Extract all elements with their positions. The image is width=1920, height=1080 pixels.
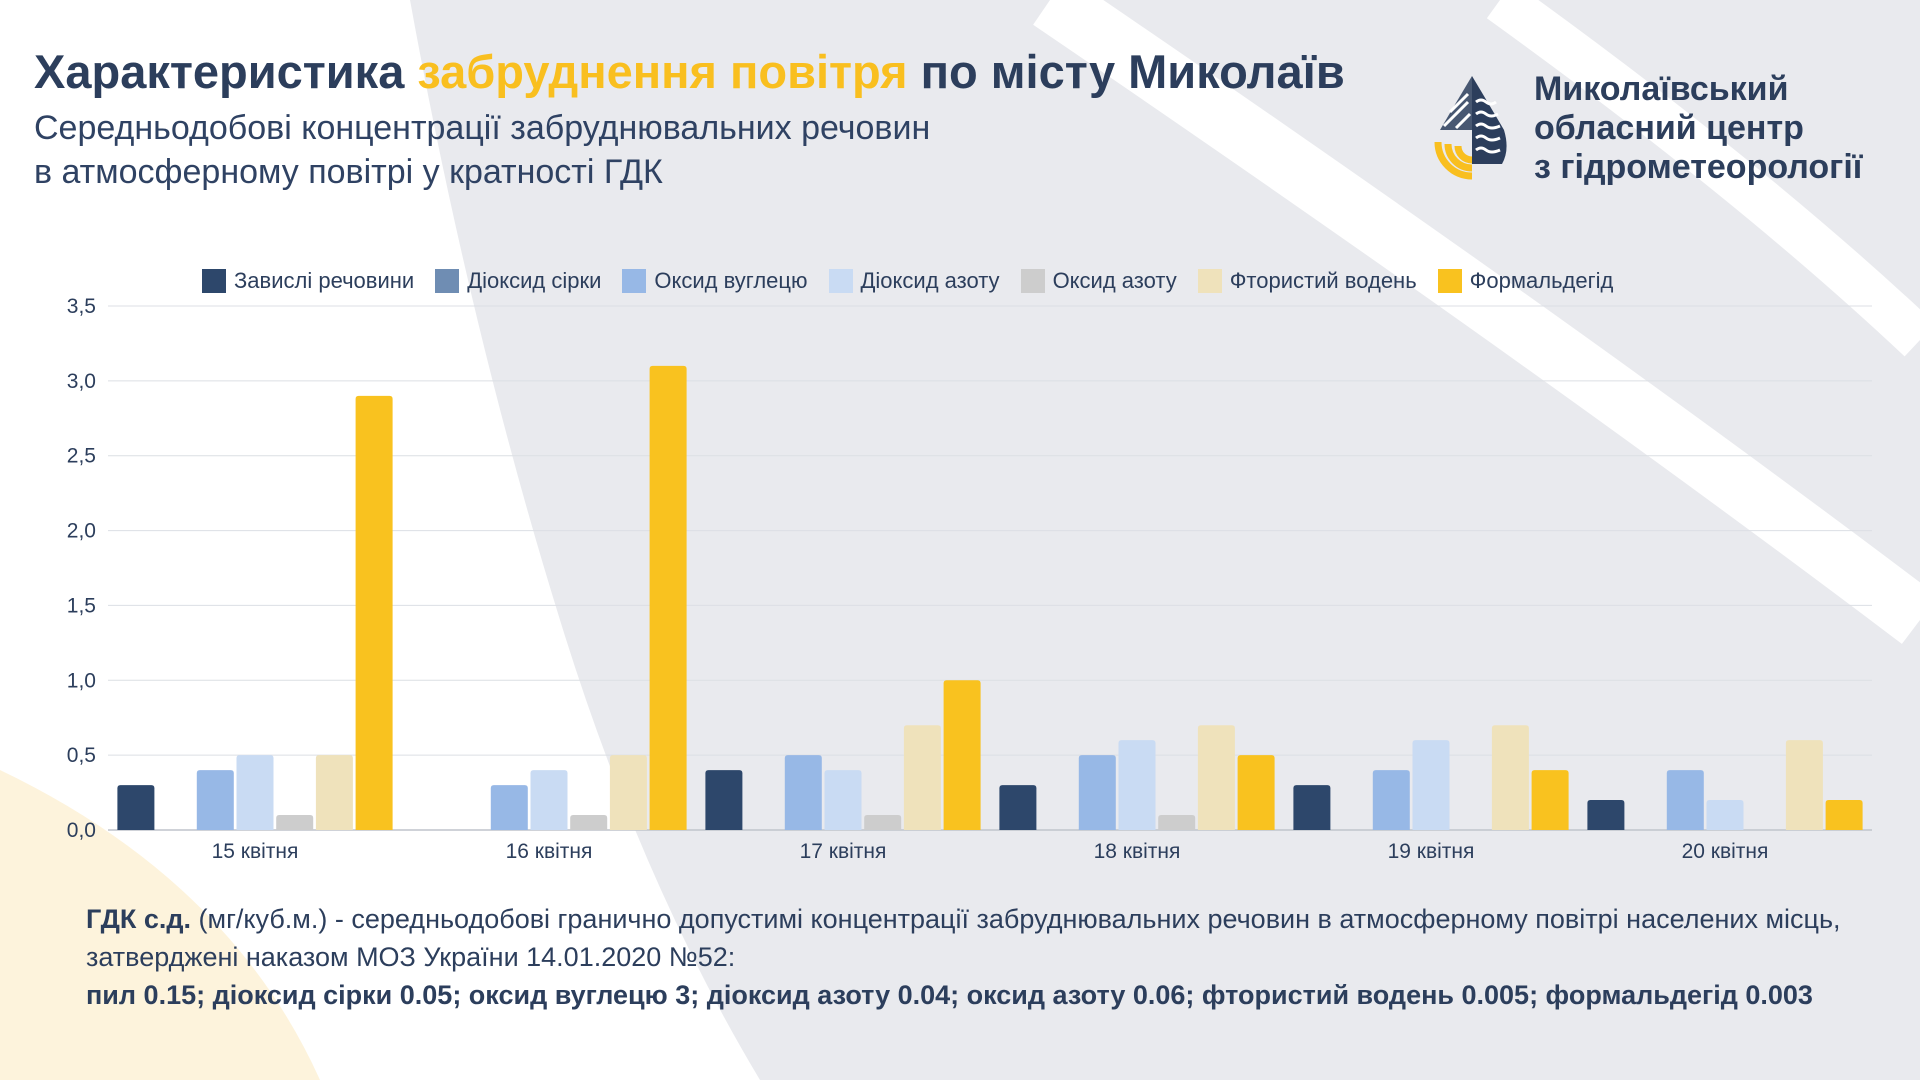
bar bbox=[1118, 740, 1156, 830]
bar bbox=[999, 785, 1037, 830]
bar bbox=[315, 755, 353, 830]
bar bbox=[1666, 770, 1704, 830]
bar-chart: 0,0 0,5 1,0 1,5 2,0 2,5 3,0 3,5 15 квітня 16 кві… bbox=[67, 295, 1872, 863]
legend-item: Оксид вуглецю bbox=[622, 268, 808, 294]
bar bbox=[1158, 815, 1196, 830]
legend-item: Фтористий водень bbox=[1197, 268, 1417, 294]
legend-label: Діоксид азоту bbox=[860, 268, 1000, 293]
legend-item: Діоксид сірки bbox=[435, 268, 601, 294]
bar bbox=[649, 365, 687, 830]
bar bbox=[1078, 755, 1116, 830]
legend-item: Діоксид азоту bbox=[828, 268, 1000, 294]
organization-name: Миколаївський обласний центр з гідромете… bbox=[1534, 70, 1862, 187]
legend-swatch bbox=[202, 269, 226, 293]
y-tick-label: 3,5 bbox=[67, 295, 96, 318]
footnote-term: ГДК с.д. bbox=[86, 904, 192, 934]
legend-swatch bbox=[1437, 269, 1462, 293]
organization-name-line-2: обласний центр bbox=[1534, 109, 1804, 147]
water-drop-logo-icon bbox=[1434, 76, 1507, 180]
y-tick-label: 2,5 bbox=[67, 445, 96, 468]
legend-label: Формальдегід bbox=[1469, 268, 1614, 293]
bar bbox=[824, 770, 862, 830]
bar bbox=[1372, 770, 1410, 830]
bar bbox=[117, 785, 155, 830]
subtitle-line-1: Середньодобові концентрації забруднюваль… bbox=[34, 109, 931, 147]
legend-swatch bbox=[828, 269, 853, 293]
bar bbox=[196, 770, 234, 830]
bar bbox=[943, 680, 981, 830]
legend-item: Формальдегід bbox=[1437, 268, 1614, 294]
bar bbox=[1785, 740, 1823, 830]
bar bbox=[490, 785, 528, 830]
legend-label: Оксид азоту bbox=[1052, 268, 1177, 293]
y-tick-label: 0,5 bbox=[67, 744, 96, 767]
chart-legend: Завислі речовини Діоксид сірки Оксид вугле… bbox=[202, 268, 1634, 294]
y-tick-label: 1,5 bbox=[67, 594, 96, 617]
bar bbox=[903, 725, 941, 830]
x-tick-label: 19 квітня bbox=[1388, 840, 1475, 863]
footnote-values: пил 0.15; діоксид сірки 0.05; оксид вугл… bbox=[86, 980, 1813, 1010]
bar bbox=[609, 755, 647, 830]
y-tick-label: 0,0 bbox=[67, 819, 96, 842]
bar bbox=[1197, 725, 1235, 830]
legend-label: Завислі речовини bbox=[234, 268, 415, 293]
bar bbox=[530, 770, 568, 830]
bar bbox=[276, 815, 314, 830]
bar bbox=[864, 815, 902, 830]
bar bbox=[1531, 770, 1569, 830]
bar bbox=[355, 395, 393, 830]
x-tick-label: 17 квітня bbox=[800, 840, 887, 863]
bar bbox=[1706, 800, 1744, 830]
bar bbox=[1825, 800, 1863, 830]
x-tick-label: 16 квітня bbox=[506, 840, 593, 863]
x-tick-label: 15 квітня bbox=[212, 840, 299, 863]
subtitle-line-2: в атмосферному повітрі у кратності ГДК bbox=[34, 153, 663, 191]
bar bbox=[1412, 740, 1450, 830]
footnote-definition: (мг/куб.м.) - середньодобові гранично до… bbox=[86, 904, 1841, 972]
bar bbox=[705, 770, 743, 830]
organization-name-line-1: Миколаївський bbox=[1534, 70, 1789, 108]
legend-item: Завислі речовини bbox=[202, 268, 414, 294]
bar bbox=[1587, 800, 1625, 830]
footnote: ГДК с.д. (мг/куб.м.) - середньодобові гр… bbox=[86, 900, 1866, 1014]
page-title: Характеристика забруднення повітря по мі… bbox=[34, 45, 1345, 98]
bar bbox=[236, 755, 274, 830]
bar bbox=[1491, 725, 1529, 830]
legend-swatch bbox=[1197, 269, 1222, 293]
legend-label: Фтористий водень bbox=[1229, 268, 1417, 293]
bar bbox=[1237, 755, 1275, 830]
bar bbox=[1293, 785, 1331, 830]
page-subtitle: Середньодобові концентрації забруднюваль… bbox=[34, 106, 930, 194]
bar bbox=[570, 815, 608, 830]
x-tick-label: 20 квітня bbox=[1682, 840, 1769, 863]
y-tick-label: 3,0 bbox=[67, 370, 96, 393]
legend-swatch bbox=[622, 269, 647, 293]
organization-name-line-3: з гідрометеорології bbox=[1534, 148, 1863, 186]
y-tick-label: 1,0 bbox=[67, 669, 96, 692]
y-tick-label: 2,0 bbox=[67, 520, 96, 543]
title-highlight: забруднення повітря bbox=[417, 45, 908, 98]
legend-item: Оксид азоту bbox=[1020, 268, 1177, 294]
legend-label: Діоксид сірки bbox=[467, 268, 602, 293]
legend-label: Оксид вуглецю bbox=[654, 268, 808, 293]
bar bbox=[784, 755, 822, 830]
legend-swatch bbox=[435, 269, 460, 293]
legend-swatch bbox=[1020, 269, 1045, 293]
x-tick-label: 18 квітня bbox=[1094, 840, 1181, 863]
